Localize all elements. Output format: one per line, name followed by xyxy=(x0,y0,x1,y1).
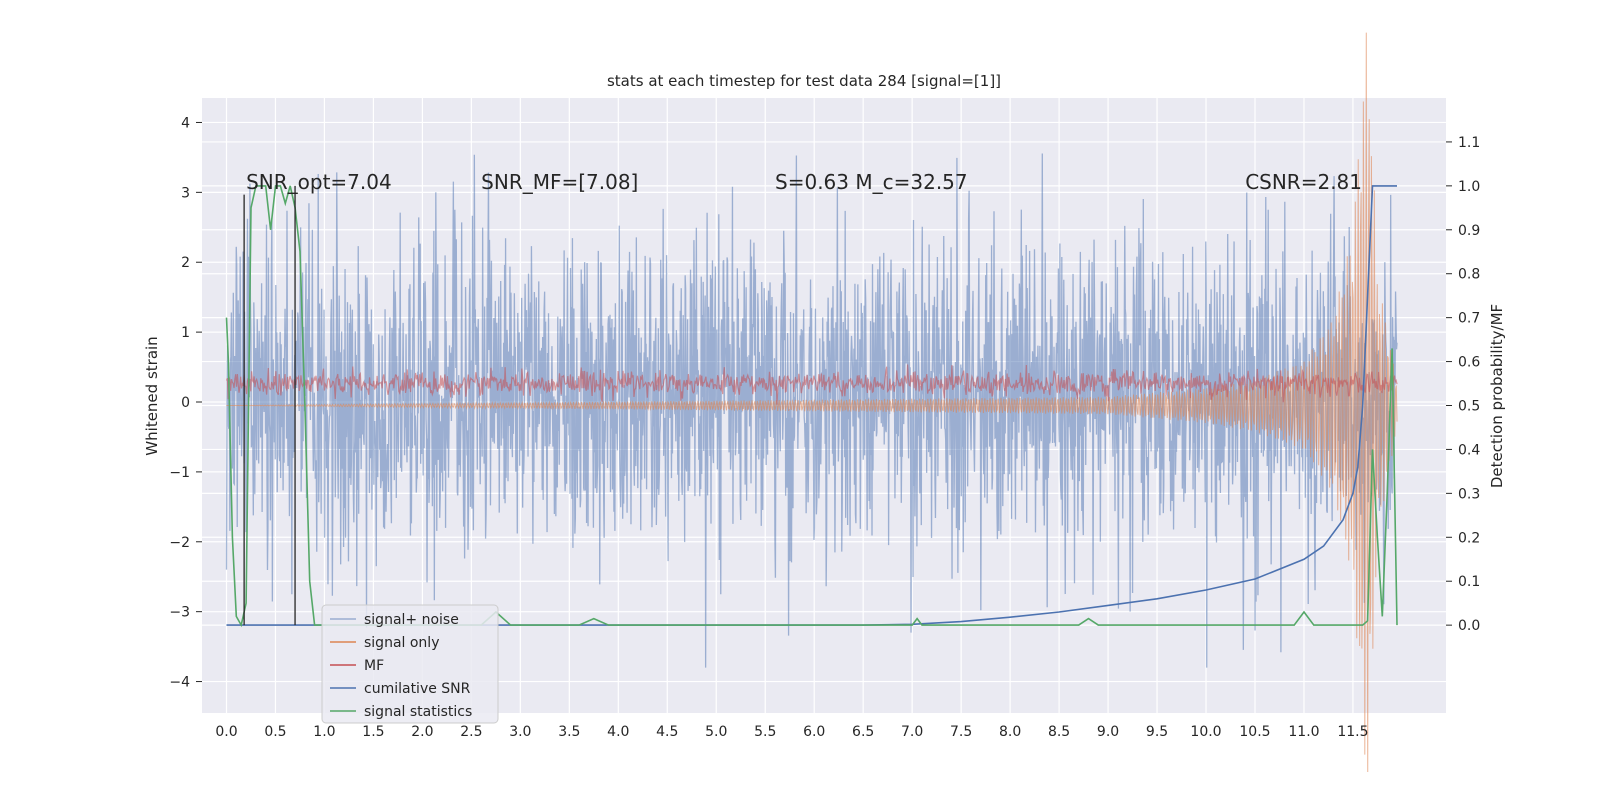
x-tick-label: 2.0 xyxy=(411,724,433,740)
y-tick-label: 3 xyxy=(181,185,190,201)
x-tick-label: 1.5 xyxy=(362,724,384,740)
y-tick-label: 0 xyxy=(181,395,190,411)
x-tick-label: 9.0 xyxy=(1097,724,1119,740)
x-tick-label: 8.0 xyxy=(999,724,1021,740)
y-tick-label: 2 xyxy=(181,255,190,271)
y-tick-labels-right: 1.1 1.0 0.9 0.8 0.7 0.6 0.5 0.4 0.3 0.2 0.1 0.0 xyxy=(1446,135,1480,634)
annotations: SNR_opt=7.04 SNR_MF=[7.08] S=0.63 M_c=32.5… xyxy=(246,170,1362,194)
x-tick-label: 6.0 xyxy=(803,724,825,740)
x-tick-label: 3.5 xyxy=(558,724,580,740)
annotation-text: SNR_opt=7.04 xyxy=(246,170,392,194)
x-tick-label: 10.0 xyxy=(1190,724,1221,740)
x-tick-label: 7.0 xyxy=(901,724,923,740)
y-axis-label-right: Detection probability/MF xyxy=(1488,304,1506,488)
y-tick-label-right: 0.4 xyxy=(1458,442,1480,458)
x-tick-label: 5.5 xyxy=(754,724,776,740)
y-tick-label-right: 0.5 xyxy=(1458,399,1480,415)
x-tick-label: 0.0 xyxy=(215,724,237,740)
y-tick-label: −2 xyxy=(169,535,190,551)
y-tick-label-right: 0.2 xyxy=(1458,530,1480,546)
x-tick-labels: 0.0 0.5 1.0 1.5 2.0 2.5 3.0 3.5 4.0 4.5 5.0 5.5 6.0 6… xyxy=(215,724,1368,740)
x-tick-label: 7.5 xyxy=(950,724,972,740)
y-tick-label: −3 xyxy=(169,605,190,621)
legend-label: signal only xyxy=(364,635,439,651)
y-tick-labels-left: 4 3 2 1 0 −1 −2 −3 −4 xyxy=(169,115,202,691)
x-tick-label: 5.0 xyxy=(705,724,727,740)
series-signal-statistics xyxy=(225,185,1398,628)
series-signal-only xyxy=(226,32,1398,772)
legend-box xyxy=(321,604,499,724)
x-tick-label: 3.0 xyxy=(509,724,531,740)
y-tick-label: 4 xyxy=(181,115,190,131)
annotation-text: CSNR=2.81 xyxy=(1245,170,1362,194)
x-tick-label: 2.5 xyxy=(460,724,482,740)
y-tick-label-right: 0.6 xyxy=(1458,355,1480,371)
y-tick-label-right: 1.0 xyxy=(1458,179,1480,195)
chart-title: stats at each timestep for test data 284… xyxy=(607,72,1001,90)
y-tick-label: −4 xyxy=(169,675,190,691)
y-tick-label-right: 0.3 xyxy=(1458,486,1480,502)
y-tick-label: 1 xyxy=(181,325,190,341)
x-tick-label: 4.0 xyxy=(607,724,629,740)
series-cumulative-snr xyxy=(226,185,1397,626)
y-axis-label-left: Whitened strain xyxy=(143,336,161,455)
x-tick-label: 0.5 xyxy=(264,724,286,740)
y-tick-label-right: 0.8 xyxy=(1458,267,1480,283)
legend-label: signal statistics xyxy=(364,704,472,720)
y-tick-label-right: 0.7 xyxy=(1458,311,1480,327)
x-tick-label: 8.5 xyxy=(1048,724,1070,740)
x-tick-label: 10.5 xyxy=(1239,724,1270,740)
y-tick-label-right: 1.1 xyxy=(1458,135,1480,151)
series-mf xyxy=(225,364,1398,405)
x-tick-label: 11.5 xyxy=(1337,724,1368,740)
y-tick-label-right: 0.0 xyxy=(1458,618,1480,634)
x-tick-label: 11.0 xyxy=(1288,724,1319,740)
legend-label: cumilative SNR xyxy=(364,681,471,697)
series-signal-noise xyxy=(225,153,1398,668)
legend-label: MF xyxy=(364,658,384,674)
y-tick-label-right: 0.9 xyxy=(1458,223,1480,239)
legend-label: signal+ noise xyxy=(364,612,459,628)
y-tick-label-right: 0.1 xyxy=(1458,574,1480,590)
annotation-text: SNR_MF=[7.08] xyxy=(481,170,638,194)
x-tick-label: 1.0 xyxy=(313,724,335,740)
x-tick-label: 4.5 xyxy=(656,724,678,740)
legend: signal+ noise signal only MF cumilative SNR… xyxy=(321,604,499,724)
x-tick-label: 6.5 xyxy=(852,724,874,740)
annotation-text: S=0.63 M_c=32.57 xyxy=(775,170,968,194)
x-tick-label: 9.5 xyxy=(1146,724,1168,740)
y-tick-label: −1 xyxy=(169,465,190,481)
